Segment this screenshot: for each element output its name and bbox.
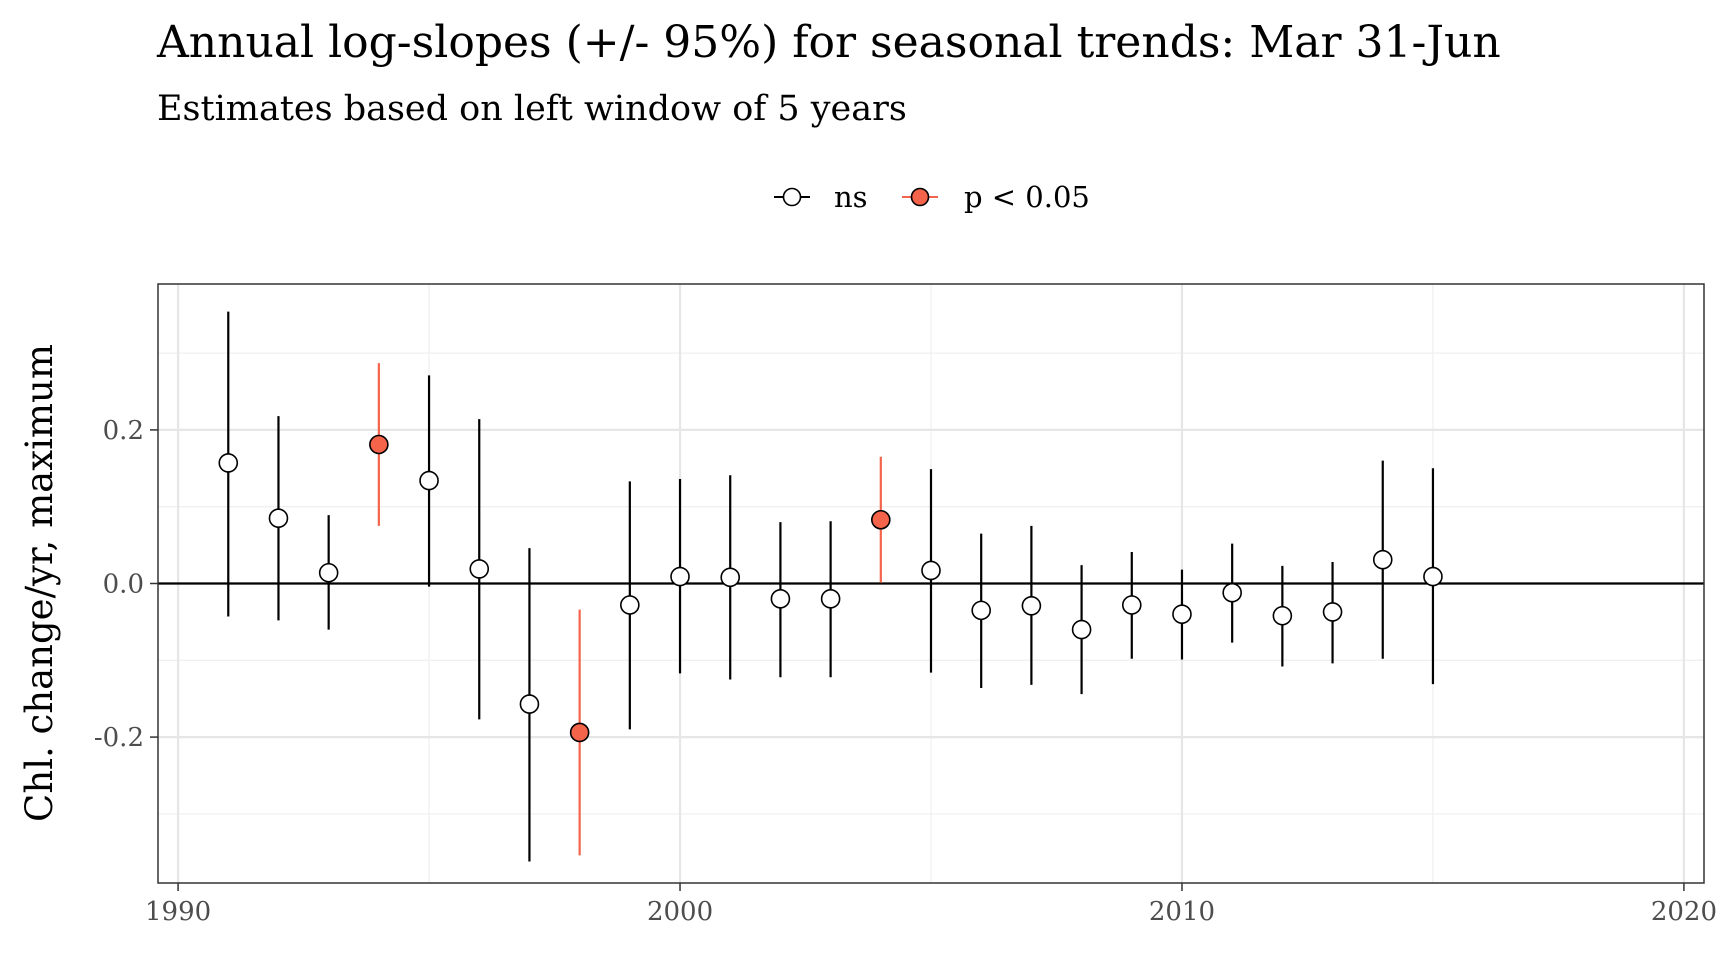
legend-label-ns: ns [834, 180, 868, 214]
legend: ns p < 0.05 [774, 180, 1090, 214]
data-point [419, 470, 439, 491]
data-point [519, 694, 540, 714]
y-tick-label: 0.0 [103, 570, 144, 600]
chart-title: Annual log-slopes (+/- 95%) for seasonal… [156, 17, 1501, 68]
data-point [218, 453, 239, 473]
data-point [820, 589, 841, 609]
data-point [469, 559, 490, 579]
data-point [720, 567, 741, 588]
data-point [670, 566, 690, 587]
data-point [1322, 602, 1343, 622]
data-point [1021, 595, 1042, 616]
data-point [369, 434, 389, 455]
chart-subtitle: Estimates based on left window of 5 year… [157, 89, 907, 129]
data-point [1071, 619, 1092, 640]
points [218, 434, 1443, 743]
data-point [1423, 566, 1443, 587]
data-point [1172, 604, 1192, 625]
x-axis: 1990 2000 2010 2020 [145, 883, 1717, 927]
data-point [871, 509, 891, 530]
y-axis: -0.2 0.0 0.2 [94, 416, 158, 753]
x-tick-label: 1990 [145, 897, 211, 927]
x-tick-label: 2010 [1149, 897, 1215, 927]
data-point [921, 560, 941, 581]
data-point [1272, 605, 1293, 626]
legend-label-sig: p < 0.05 [964, 180, 1090, 214]
y-tick-label: 0.2 [103, 416, 144, 446]
data-point [620, 595, 640, 615]
legend-sig-key [910, 187, 930, 207]
y-tick-label: -0.2 [94, 723, 144, 753]
x-tick-label: 2020 [1651, 897, 1717, 927]
data-point [770, 589, 791, 609]
data-point [268, 508, 289, 529]
data-point [971, 600, 991, 621]
data-point [1372, 549, 1393, 570]
data-point [1121, 595, 1142, 615]
plot-area [157, 283, 1705, 884]
data-point [1222, 582, 1242, 603]
data-point [569, 722, 590, 743]
y-axis-title: Chl. change/yr, maximum [18, 344, 61, 822]
legend-ns-key [782, 187, 802, 207]
data-point [318, 562, 339, 583]
x-tick-label: 2000 [647, 897, 713, 927]
